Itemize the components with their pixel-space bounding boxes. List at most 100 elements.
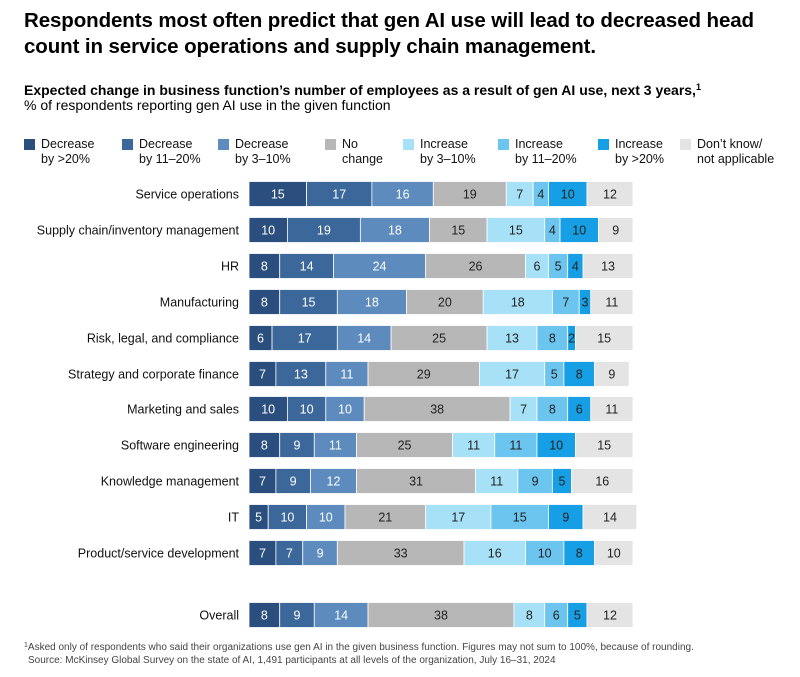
bar-segment <box>598 217 634 243</box>
bar-segment <box>367 602 515 628</box>
data-label: 15 <box>597 439 611 453</box>
data-label: 9 <box>294 609 301 623</box>
bar-segment <box>425 253 526 279</box>
bar-segment <box>325 361 369 387</box>
subtitle-text: Expected change in business function’s n… <box>24 82 696 98</box>
data-label: 5 <box>574 609 581 623</box>
data-label: 8 <box>261 609 268 623</box>
bar-segment <box>248 217 288 243</box>
data-label: 5 <box>551 368 558 382</box>
footnote-text: Asked only of respondents who said their… <box>27 642 694 653</box>
data-label: 25 <box>432 332 446 346</box>
data-label: 10 <box>261 224 275 238</box>
data-label: 9 <box>532 475 539 489</box>
bar-segment <box>356 432 453 458</box>
chart-subtitle: Expected change in business function’s n… <box>24 78 784 99</box>
data-label: 24 <box>373 260 387 274</box>
bar-segment <box>333 253 427 279</box>
bar-segment <box>452 432 496 458</box>
data-label: 2 <box>568 332 575 346</box>
data-label: 15 <box>513 511 527 525</box>
data-label: 4 <box>572 260 579 274</box>
data-label: 26 <box>469 260 483 274</box>
data-label: 15 <box>509 224 523 238</box>
data-label: 14 <box>334 609 348 623</box>
stacked-bar-chart: Service operations 15 17 16 19 7 4 10 12 Supply c… <box>37 181 638 628</box>
data-label: 18 <box>365 296 379 310</box>
data-label: 6 <box>534 260 541 274</box>
category-label: Software engineering <box>121 439 239 453</box>
bar-segment <box>248 181 307 207</box>
bar-segment <box>367 361 480 387</box>
bar-segment <box>429 217 488 243</box>
bar-segment <box>586 181 634 207</box>
data-label: 11 <box>605 403 618 417</box>
bar-segment <box>536 396 569 422</box>
bar-segment <box>513 602 546 628</box>
data-label: 19 <box>317 224 331 238</box>
category-label: Supply chain/inventory management <box>37 224 240 238</box>
bar-segment <box>432 181 507 207</box>
bar-segment <box>336 289 407 315</box>
bar-segment <box>594 540 634 566</box>
data-label: 11 <box>467 439 480 453</box>
bar-segment <box>478 361 546 387</box>
bar-segment <box>310 468 357 494</box>
bar-segment <box>313 432 357 458</box>
bar-segment <box>306 504 346 530</box>
bar-segment <box>275 540 304 566</box>
data-label: 25 <box>398 439 412 453</box>
data-label: 6 <box>576 403 583 417</box>
data-label: 9 <box>562 511 569 525</box>
data-label: 29 <box>417 368 431 382</box>
bar-segment <box>302 540 338 566</box>
data-label: 17 <box>505 368 519 382</box>
data-label: 9 <box>608 368 615 382</box>
chart-unit-note: % of respondents reporting gen AI use in… <box>24 97 391 113</box>
bar-segment <box>482 289 553 315</box>
data-label: 12 <box>603 188 617 202</box>
data-label: 16 <box>488 547 502 561</box>
category-label: Risk, legal, and compliance <box>87 332 239 346</box>
bar-segment <box>551 289 580 315</box>
data-label: 18 <box>511 296 525 310</box>
bar-segment <box>582 504 638 530</box>
category-label: HR <box>221 260 239 274</box>
data-label: 5 <box>558 475 565 489</box>
bar-segment <box>275 361 327 387</box>
bar-segment <box>248 468 277 494</box>
data-label: 17 <box>451 511 465 525</box>
category-label: Service operations <box>135 188 239 202</box>
data-label: 38 <box>430 403 444 417</box>
data-label: 9 <box>317 547 324 561</box>
bar-segment <box>586 602 634 628</box>
bar-segment <box>336 540 465 566</box>
data-label: 7 <box>259 475 266 489</box>
data-label: 10 <box>300 403 314 417</box>
bar-segment <box>248 540 277 566</box>
data-label: 4 <box>537 188 544 202</box>
data-label: 14 <box>300 260 314 274</box>
data-label: 3 <box>582 296 589 310</box>
bar-segment <box>286 396 327 422</box>
data-label: 13 <box>505 332 519 346</box>
data-label: 20 <box>438 296 452 310</box>
data-label: 6 <box>553 609 560 623</box>
data-label: 11 <box>509 439 522 453</box>
bar-segment <box>344 504 427 530</box>
bar-segment <box>582 253 634 279</box>
bar-segment <box>505 181 534 207</box>
data-label: 8 <box>526 609 533 623</box>
bar-segment <box>363 396 511 422</box>
bar-segment <box>563 361 596 387</box>
bar-segment <box>486 217 546 243</box>
bar-segment <box>359 217 430 243</box>
data-label: 31 <box>409 475 423 489</box>
data-label: 38 <box>434 609 448 623</box>
data-label: 5 <box>255 511 262 525</box>
category-label: IT <box>228 511 239 525</box>
data-label: 8 <box>576 547 583 561</box>
bar-segment <box>594 361 630 387</box>
bar-segment <box>575 325 634 351</box>
category-label: Overall <box>199 609 239 623</box>
